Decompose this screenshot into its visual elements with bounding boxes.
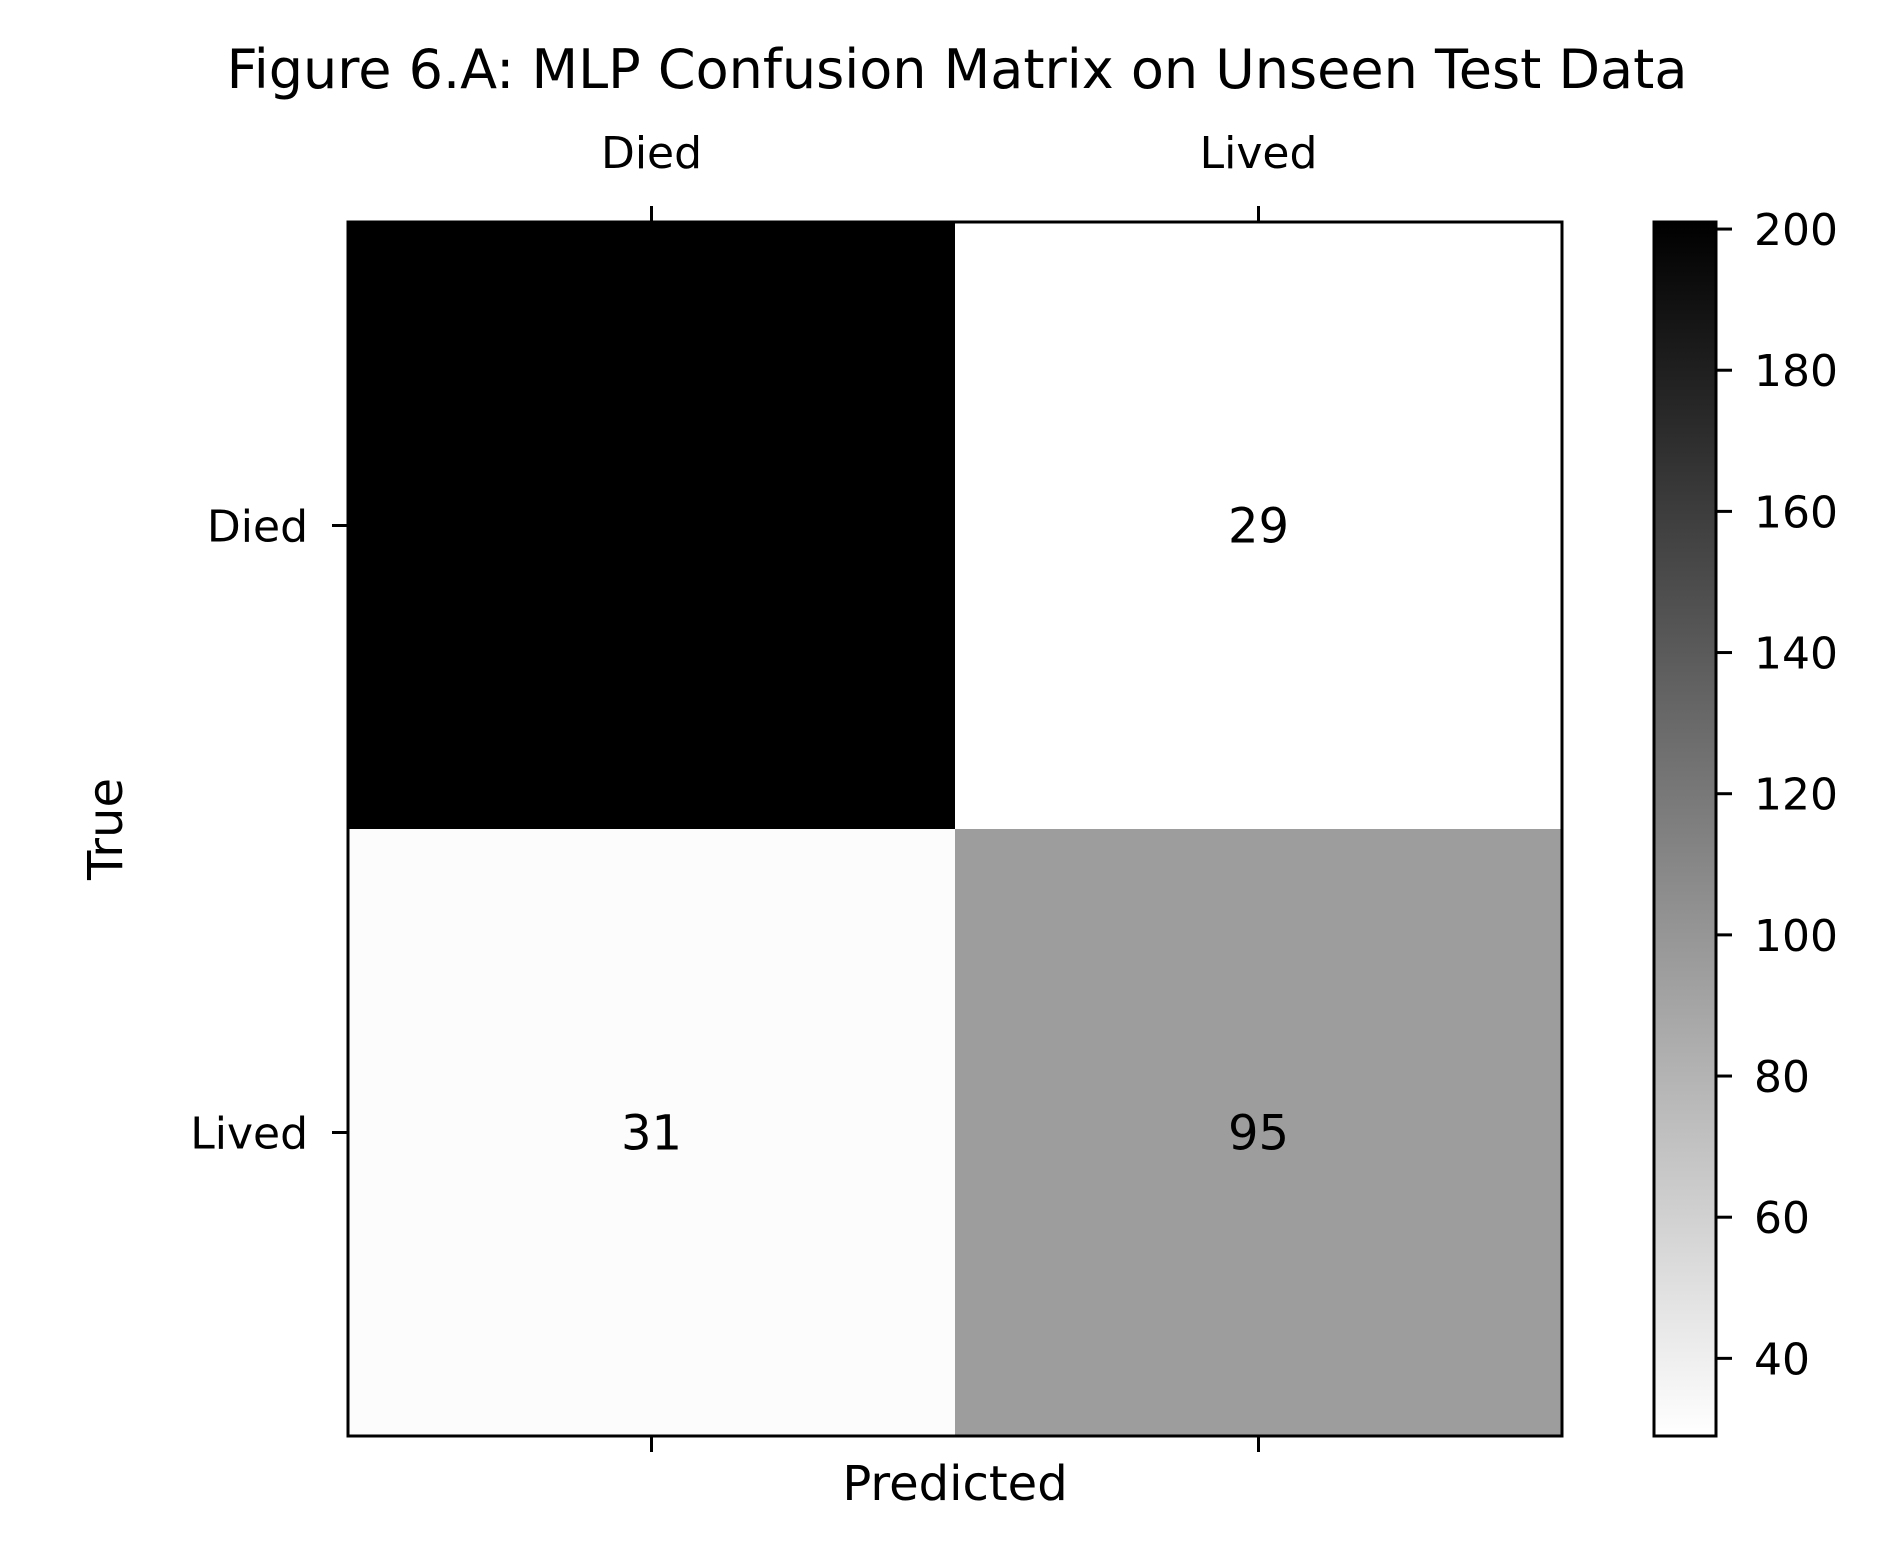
colorbar-tick-label-2: 80 [1754, 1052, 1810, 1103]
matrix-cell-labels: 201 29 31 95 [606, 499, 1289, 1162]
cell-value-r1-c1: 95 [1228, 1106, 1289, 1162]
x-axis-ticks: Died Lived [601, 128, 1317, 1452]
x-tick-label-0: Died [601, 128, 702, 179]
colorbar-tick-label-7: 180 [1754, 346, 1838, 397]
x-axis-label: Predicted [842, 1456, 1067, 1512]
cell-r0-c0 [348, 222, 956, 830]
colorbar [1652, 220, 1718, 1438]
cell-value-r1-c0: 31 [621, 1106, 682, 1162]
y-tick-label-0: Died [207, 502, 308, 553]
colorbar-tick-label-4: 120 [1754, 770, 1838, 821]
cell-value-r0-c1: 29 [1228, 499, 1289, 555]
y-axis-ticks: Died Lived [190, 502, 348, 1160]
cell-r1-c0 [348, 829, 956, 1437]
colorbar-ticks: 40 60 80 100 120 140 160 180 200 [1716, 205, 1838, 1385]
plot-frame [346, 220, 1564, 1438]
cell-value-r0-c0: 201 [606, 499, 698, 555]
y-tick-label-1: Lived [190, 1109, 308, 1160]
colorbar-tick-label-6: 160 [1754, 487, 1838, 538]
x-tick-label-1: Lived [1200, 128, 1318, 179]
y-axis-label: True [78, 778, 134, 881]
matrix-cells [348, 222, 1563, 1437]
colorbar-tick-label-3: 100 [1754, 911, 1838, 962]
cell-r1-c1 [955, 829, 1563, 1437]
colorbar-tick-label-5: 140 [1754, 629, 1838, 680]
colorbar-tick-label-0: 40 [1754, 1334, 1810, 1385]
colorbar-tick-label-8: 200 [1754, 205, 1838, 256]
colorbar-tick-label-1: 60 [1754, 1193, 1810, 1244]
cell-r0-c1 [955, 222, 1563, 830]
chart-title: Figure 6.A: MLP Confusion Matrix on Unse… [227, 38, 1688, 101]
